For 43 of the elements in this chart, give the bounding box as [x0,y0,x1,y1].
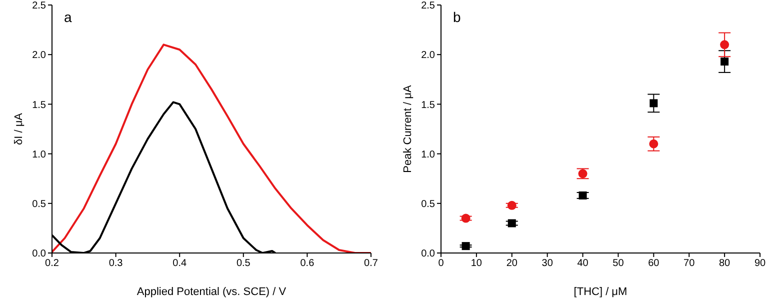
y-tick-label: 2.5 [421,0,436,12]
point [462,242,470,250]
y-tick-label: 2.5 [32,0,46,12]
x-tick-label: 60 [648,258,660,270]
y-tick-label: 1.0 [421,149,436,160]
point [508,219,516,228]
x-tick-label: 90 [754,258,766,270]
x-tick-label: 20 [506,258,518,270]
x-tick-label: 10 [470,258,482,270]
x-tick-label: 40 [577,258,589,270]
x-axis-title: [THC] / μM [574,286,628,298]
x-tick-label: 80 [718,258,731,270]
x-tick-label: 0.5 [236,258,251,270]
x-tick-label: 0.6 [300,258,315,270]
y-tick-label: 0.5 [421,198,436,210]
x-tick-label: 0.3 [108,258,124,270]
y-axis-title: δI / μA [12,112,25,146]
chart-title: b [453,9,461,25]
point [461,214,470,223]
y-tick-label: 1.5 [421,100,436,111]
point [650,99,658,108]
y-tick-label: 1.5 [32,100,46,111]
x-axis-title: Applied Potential (vs. SCE) / V [136,286,287,298]
x-tick-label: 70 [684,258,696,270]
y-tick-label: 1.0 [32,149,46,160]
point [507,200,516,210]
point [720,58,729,66]
y-tick-label: 0.0 [32,248,46,260]
chart-title: a [64,9,72,25]
point [649,139,658,148]
point [720,40,730,50]
point [578,191,587,200]
x-tick-label: 0 [438,258,444,270]
x-tick-label: 0.2 [45,258,60,270]
x-tick-label: 30 [542,258,554,270]
y-tick-label: 0.0 [421,248,436,260]
y-axis-title: Peak Current / μA [402,84,414,173]
y-tick-label: 0.5 [32,198,46,210]
x-tick-label: 0.4 [172,258,187,270]
y-tick-label: 2.0 [421,50,436,62]
x-tick-label: 50 [612,258,624,270]
y-tick-label: 2.0 [32,50,46,62]
x-tick-label: 0.7 [364,258,378,270]
